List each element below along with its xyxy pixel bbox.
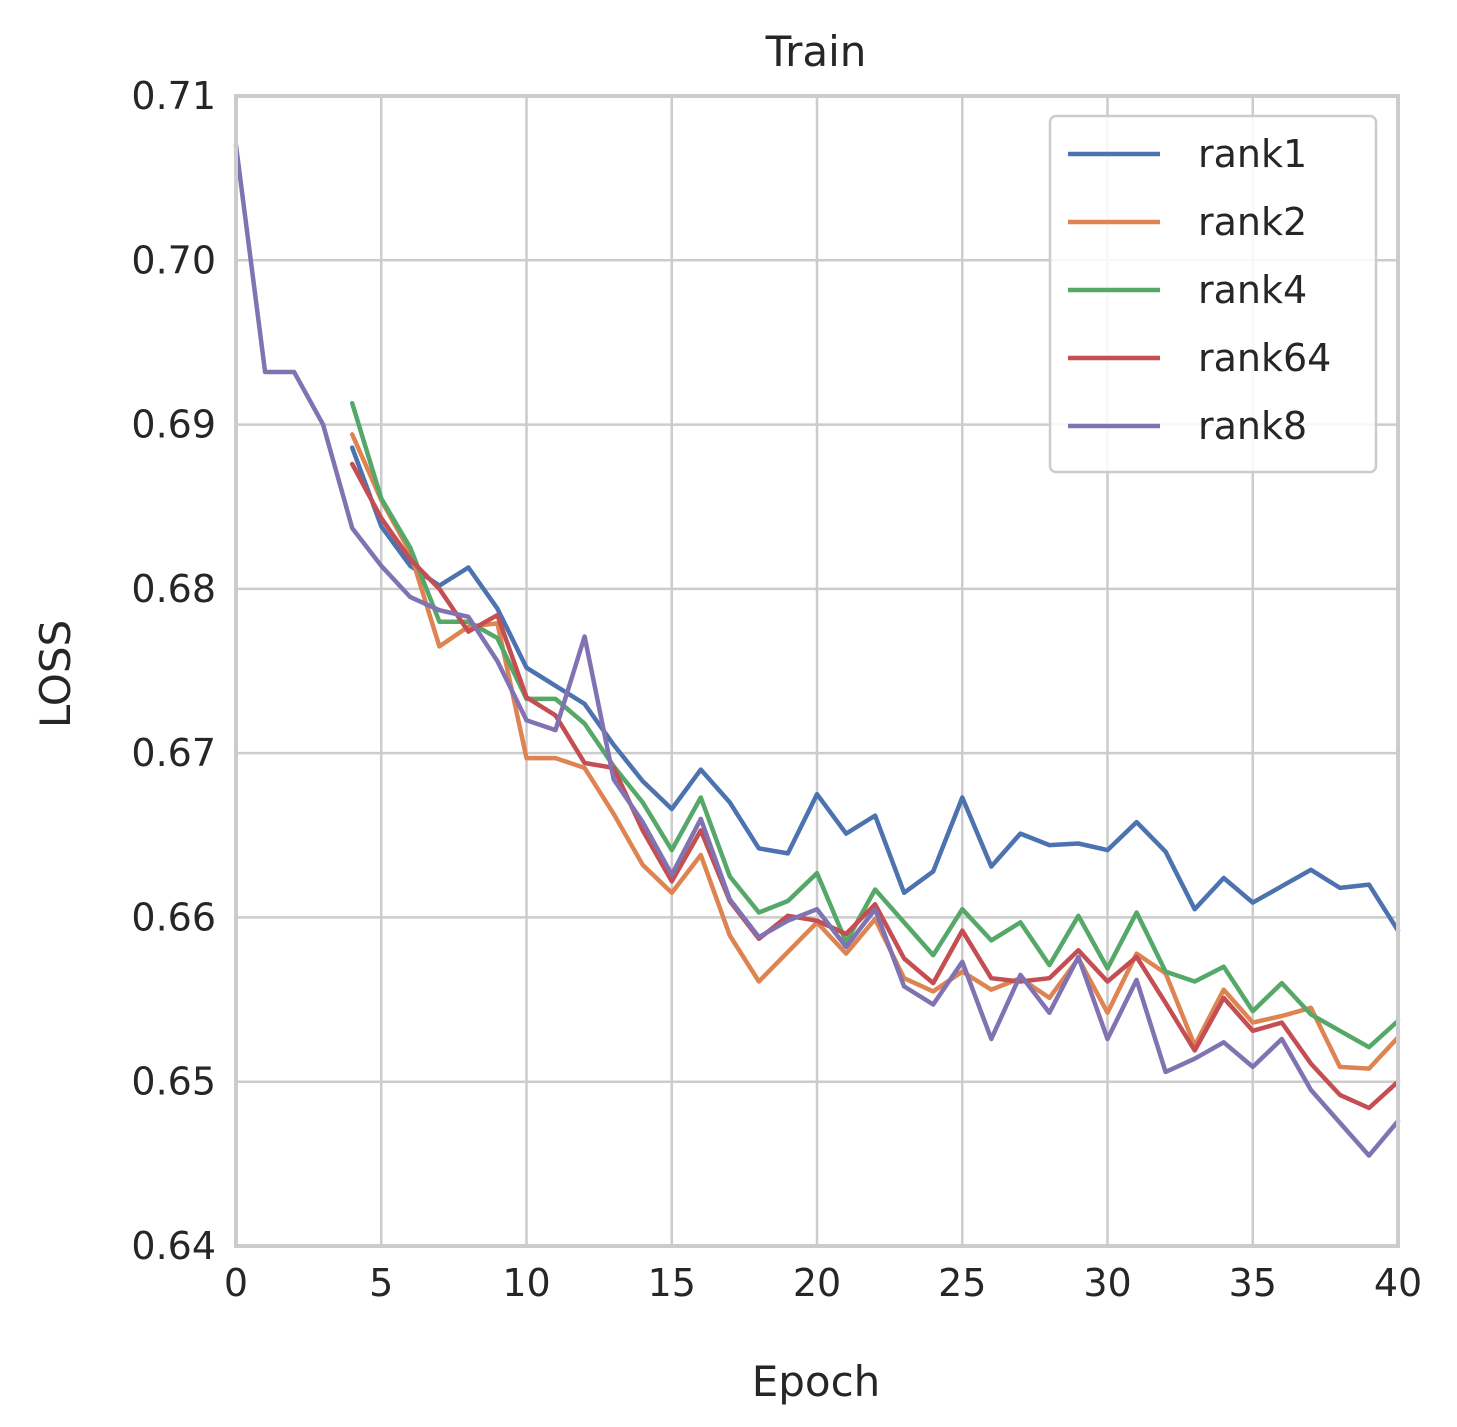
x-tick-label: 25: [938, 1261, 986, 1305]
legend-label: rank4: [1198, 268, 1307, 312]
y-tick-label: 0.68: [131, 567, 216, 611]
series-line-rank1: [349, 445, 1401, 933]
y-axis-ticks: 0.64 0.65 0.66 0.67 0.68 0.69 0.70 0.71: [131, 74, 216, 1268]
x-tick-label: 5: [369, 1261, 393, 1305]
legend-box: [1048, 114, 1378, 474]
legend-label: rank8: [1198, 404, 1307, 448]
x-tick-label: 10: [502, 1261, 550, 1305]
x-tick-label: 30: [1083, 1261, 1131, 1305]
y-tick-label: 0.70: [131, 238, 216, 282]
legend-label: rank64: [1198, 336, 1331, 380]
series-lines: [233, 143, 1401, 1158]
x-tick-label: 15: [648, 1261, 696, 1305]
legend: rank1 rank2 rank4 rank64 rank8: [1048, 114, 1378, 474]
x-tick-label: 20: [793, 1261, 841, 1305]
x-axis-title: Epoch: [752, 1357, 881, 1406]
legend-label: rank2: [1198, 200, 1307, 244]
series-line-rank64: [349, 461, 1401, 1111]
y-tick-label: 0.66: [131, 895, 216, 939]
x-tick-label: 35: [1229, 1261, 1277, 1305]
series-line-rank2: [349, 432, 1401, 1071]
y-tick-label: 0.69: [131, 403, 216, 447]
y-tick-label: 0.67: [131, 731, 216, 775]
x-tick-label: 40: [1374, 1261, 1422, 1305]
y-axis-title: LOSS: [31, 620, 80, 728]
x-axis-ticks: 0 5 10 15 20 25 30 35 40: [224, 1261, 1422, 1305]
y-tick-label: 0.65: [131, 1060, 216, 1104]
x-tick-label: 0: [224, 1261, 248, 1305]
legend-label: rank1: [1198, 132, 1307, 176]
y-tick-label: 0.64: [131, 1224, 216, 1268]
series-line-rank8: [233, 143, 1401, 1158]
chart-title: Train: [765, 27, 867, 76]
plot-frame: [234, 94, 1400, 1248]
y-tick-label: 0.71: [131, 74, 216, 118]
